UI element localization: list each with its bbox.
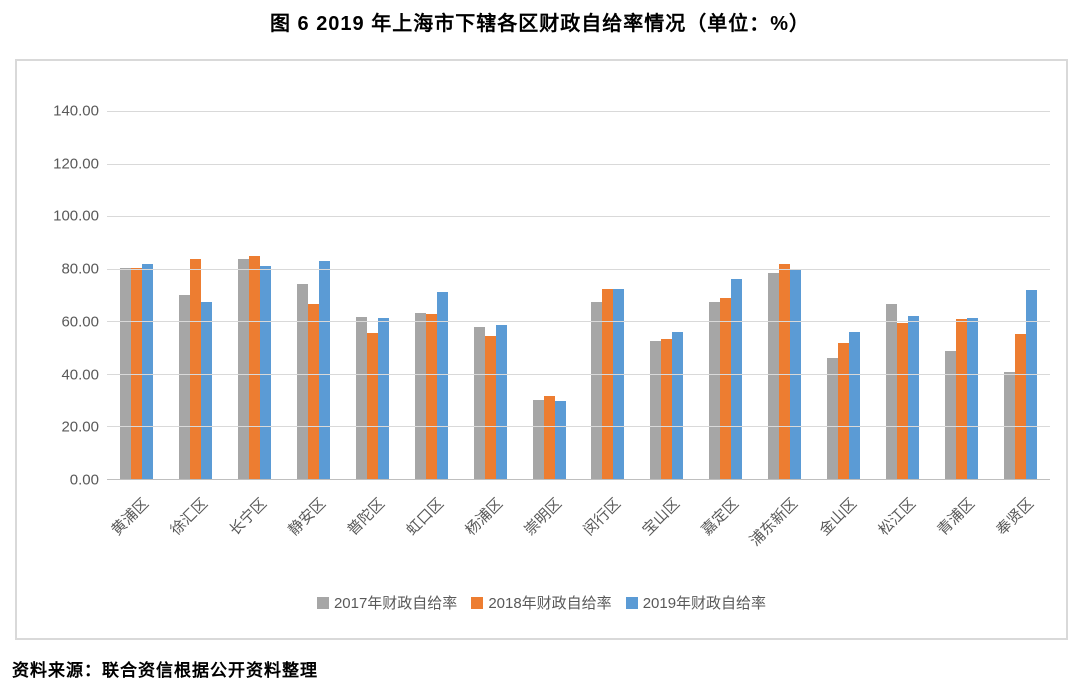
bar bbox=[495, 324, 507, 479]
bar bbox=[768, 272, 780, 479]
bar bbox=[886, 304, 898, 479]
bar bbox=[613, 288, 625, 479]
legend-label: 2017年财政自给率 bbox=[333, 595, 458, 612]
bar bbox=[189, 259, 201, 479]
y-axis-tick-label: 100.00 bbox=[53, 207, 99, 225]
y-axis-tick-label: 60.00 bbox=[61, 313, 99, 331]
bar bbox=[1004, 371, 1016, 479]
bar bbox=[672, 332, 684, 479]
y-axis-tick-label: 120.00 bbox=[53, 155, 99, 173]
bar bbox=[661, 338, 673, 479]
bar bbox=[366, 332, 378, 479]
bar bbox=[178, 294, 190, 479]
chart-title: 图 6 2019 年上海市下辖各区财政自给率情况（单位：%） bbox=[269, 13, 811, 35]
legend-swatch-icon bbox=[316, 596, 329, 609]
bar bbox=[554, 400, 566, 479]
legend-item: 2017年财政自给率 bbox=[316, 592, 458, 613]
bar bbox=[296, 283, 308, 479]
legend-item: 2018年财政自给率 bbox=[471, 592, 612, 613]
bar bbox=[838, 343, 850, 479]
bar-group bbox=[991, 111, 1050, 479]
plot-area bbox=[107, 111, 1050, 480]
y-axis-tick-label: 80.00 bbox=[61, 260, 99, 278]
bar-group bbox=[814, 111, 873, 479]
bar bbox=[650, 341, 662, 479]
bar bbox=[967, 318, 979, 479]
bar-group bbox=[579, 111, 638, 479]
bar bbox=[425, 313, 437, 479]
bar bbox=[141, 264, 153, 479]
bar bbox=[248, 256, 260, 479]
legend-item: 2019年财政自给率 bbox=[625, 592, 767, 613]
bar bbox=[945, 351, 957, 479]
bar bbox=[602, 288, 614, 479]
bar bbox=[307, 304, 319, 479]
bar bbox=[377, 318, 389, 479]
chart-frame: 0.00 20.00 40.00 60.00 80.00 100.00 120.00 140.… bbox=[15, 59, 1068, 640]
bar bbox=[720, 298, 732, 479]
bar-group bbox=[343, 111, 402, 479]
y-axis-tick-label: 140.00 bbox=[53, 102, 99, 120]
legend-swatch-icon bbox=[625, 596, 638, 609]
bar bbox=[709, 301, 721, 479]
legend-label: 2019年财政自给率 bbox=[642, 595, 767, 612]
x-axis: 黄浦区 徐汇区 长宁区 静安区 普陀区 虹口区 杨浦区 崇明区 闵行区 宝山区 嘉定区 浦东新区 金山区… bbox=[107, 485, 1050, 595]
bar bbox=[484, 336, 496, 479]
gridline bbox=[107, 216, 1050, 218]
bar bbox=[119, 267, 131, 479]
gridline bbox=[107, 268, 1050, 270]
gridline bbox=[107, 111, 1050, 112]
gridline bbox=[107, 321, 1050, 323]
bar bbox=[237, 259, 249, 479]
bar bbox=[779, 263, 791, 479]
bar-group bbox=[873, 111, 932, 479]
legend: 2017年财政自给率 2018年财政自给率 2019年财政自给率 bbox=[17, 592, 1066, 613]
bar bbox=[130, 268, 142, 479]
bar-group bbox=[402, 111, 461, 479]
source-note: 资料来源：联合资信根据公开资料整理 bbox=[12, 661, 318, 680]
bar bbox=[827, 358, 839, 479]
bar bbox=[1015, 333, 1027, 479]
bar bbox=[200, 301, 212, 479]
bar-group bbox=[932, 111, 991, 479]
bar-group bbox=[696, 111, 755, 479]
gridline bbox=[107, 373, 1050, 375]
bar bbox=[908, 315, 920, 479]
bar-group bbox=[166, 111, 225, 479]
bar-group bbox=[755, 111, 814, 479]
bar bbox=[1026, 289, 1038, 479]
legend-swatch-icon bbox=[471, 596, 484, 609]
bar-group bbox=[637, 111, 696, 479]
bar-group bbox=[520, 111, 579, 479]
bar-group bbox=[284, 111, 343, 479]
bar-groups bbox=[107, 111, 1050, 479]
bar bbox=[731, 278, 743, 479]
bar bbox=[849, 331, 861, 479]
bar bbox=[543, 396, 555, 479]
y-axis-tick-label: 20.00 bbox=[61, 418, 99, 436]
y-axis: 0.00 20.00 40.00 60.00 80.00 100.00 120.00 140.… bbox=[17, 103, 99, 489]
bar bbox=[897, 322, 909, 479]
bar bbox=[956, 319, 968, 479]
bar bbox=[473, 327, 485, 479]
y-axis-tick-label: 40.00 bbox=[61, 366, 99, 384]
gridline bbox=[107, 163, 1050, 165]
bar bbox=[259, 266, 271, 479]
legend-label: 2018年财政自给率 bbox=[488, 595, 612, 612]
bar-group bbox=[107, 111, 166, 479]
bar-group bbox=[461, 111, 520, 479]
bar bbox=[414, 312, 426, 479]
gridline bbox=[107, 426, 1050, 428]
bar-group bbox=[225, 111, 284, 479]
bar bbox=[591, 302, 603, 479]
bar bbox=[318, 260, 330, 479]
bar bbox=[532, 400, 544, 479]
y-axis-tick-label: 0.00 bbox=[69, 471, 99, 489]
bar bbox=[436, 292, 448, 479]
bar bbox=[355, 316, 367, 479]
